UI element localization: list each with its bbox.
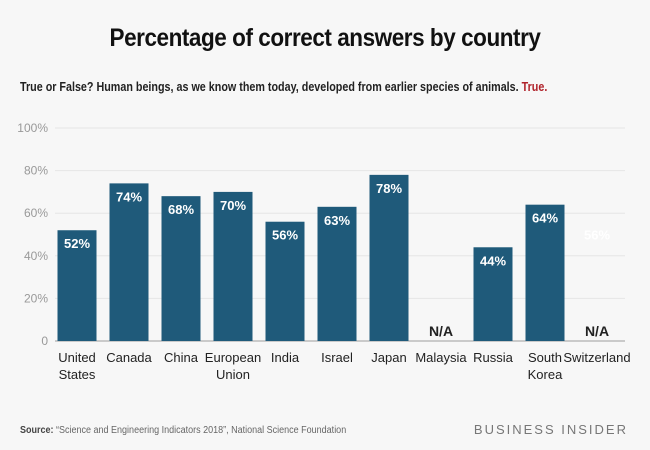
x-tick-label: States (59, 367, 96, 382)
data-label: 68% (168, 202, 194, 217)
source-label: Source: (20, 425, 54, 436)
chart-subtitle: True or False? Human beings, as we know … (20, 80, 547, 94)
y-tick-label: 60% (24, 206, 48, 220)
data-label-na: N/A (585, 323, 609, 339)
data-label: 70% (220, 198, 246, 213)
data-label-na: N/A (429, 323, 453, 339)
bar (161, 196, 201, 341)
x-tick-label: Russia (473, 350, 514, 365)
chart-title: Percentage of correct answers by country (109, 24, 541, 52)
source-text: “Science and Engineering Indicators 2018… (56, 425, 347, 436)
bar (109, 183, 149, 341)
x-tick-label: China (164, 350, 199, 365)
data-label: 44% (480, 253, 506, 268)
x-tick-label: Malaysia (415, 350, 467, 365)
y-tick-label: 20% (24, 291, 48, 305)
brand-logo: BUSINESS INSIDER (473, 422, 628, 437)
answer-text: True. (521, 80, 548, 94)
x-tick-label: Israel (321, 350, 353, 365)
x-tick-label: South (528, 350, 562, 365)
x-tick-label: Switzerland (563, 350, 630, 365)
data-label: 63% (324, 213, 350, 228)
y-tick-label: 0 (41, 334, 48, 348)
data-label: 64% (532, 211, 558, 226)
y-tick-label: 40% (24, 249, 48, 263)
x-tick-label: Union (216, 367, 250, 382)
x-tick-label: Canada (106, 350, 152, 365)
x-tick-label: United (58, 350, 96, 365)
x-tick-label: European (205, 350, 261, 365)
bar (57, 230, 97, 341)
bar (265, 221, 305, 341)
bar (369, 174, 409, 341)
data-label: 78% (376, 181, 402, 196)
x-tick-label: Korea (528, 367, 563, 382)
source-note: Source: “Science and Engineering Indicat… (20, 425, 346, 436)
y-tick-label: 100% (17, 121, 48, 135)
ghost-data-label: 56% (584, 228, 610, 243)
y-tick-label: 80% (24, 164, 48, 178)
bar (525, 204, 565, 341)
data-label: 52% (64, 236, 90, 251)
question-text: True or False? Human beings, as we know … (20, 80, 519, 94)
data-label: 56% (272, 228, 298, 243)
bar (317, 206, 357, 341)
data-label: 74% (116, 189, 142, 204)
bar (213, 191, 253, 341)
bar (473, 247, 513, 341)
x-tick-label: India (271, 350, 300, 365)
x-tick-label: Japan (371, 350, 406, 365)
